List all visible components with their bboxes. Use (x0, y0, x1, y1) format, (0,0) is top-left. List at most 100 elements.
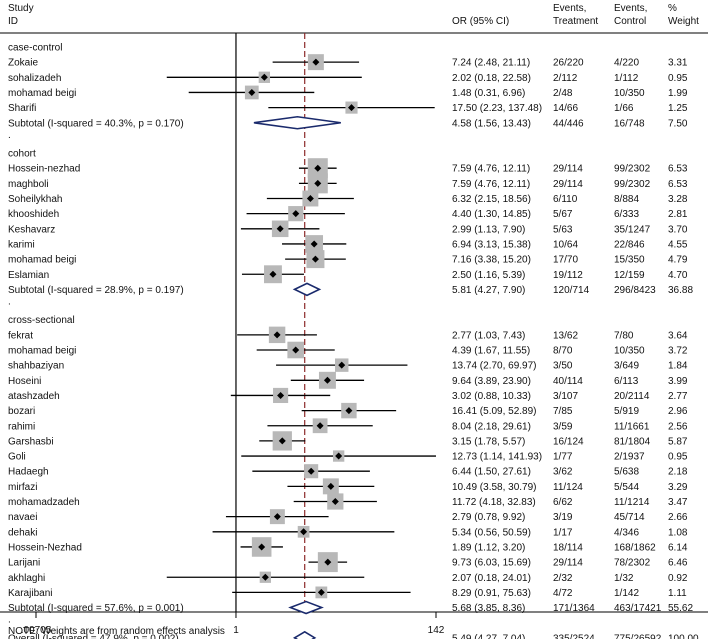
study-ci: 2.02 (0.18, 22.58) (452, 73, 531, 84)
header-weight-2: Weight (668, 16, 699, 27)
study-label: bozari (8, 406, 35, 417)
study-ci: 9.73 (6.03, 15.69) (452, 558, 531, 569)
study-ci: 5.34 (0.56, 50.59) (452, 527, 531, 538)
subtotal-events-treatment: 44/446 (553, 118, 584, 129)
study-weight: 3.99 (668, 376, 688, 387)
study-events-treatment: 5/63 (553, 224, 573, 235)
study-weight: 2.77 (668, 391, 688, 402)
study-events-control: 35/1247 (614, 224, 651, 235)
study-label: mohamad beigi (8, 346, 76, 357)
study-ci: 7.24 (2.48, 21.11) (452, 58, 530, 69)
point-estimate (316, 422, 324, 430)
study-events-treatment: 10/64 (553, 239, 578, 250)
study-weight: 3.70 (668, 224, 688, 235)
subtotal-weight: 55.62 (668, 603, 693, 614)
study-events-control: 5/919 (614, 406, 639, 417)
study-label: karimi (8, 239, 35, 250)
study-events-control: 4/346 (614, 527, 639, 538)
study-ci: 12.73 (1.14, 141.93) (452, 452, 542, 463)
study-events-control: 99/2302 (614, 179, 651, 190)
study-label: fekrat (8, 330, 33, 341)
header-study: Study (8, 3, 34, 14)
study-label: mohamadzadeh (8, 497, 80, 508)
overall-label: Overall (I-squared = 47.9%, p = 0.002) (8, 633, 179, 639)
point-estimate (314, 179, 322, 187)
study-events-control: 1/32 (614, 573, 634, 584)
study-events-control: 5/544 (614, 482, 639, 493)
study-ci: 2.07 (0.18, 24.01) (452, 573, 531, 584)
point-estimate (338, 361, 346, 369)
study-ci: 3.02 (0.88, 10.33) (452, 391, 531, 402)
subtotal-events-control: 16/748 (614, 118, 645, 129)
study-events-treatment: 13/62 (553, 330, 578, 341)
subtotal-diamond (288, 600, 324, 615)
subtotal-diamond (253, 115, 341, 130)
study-label: shahbaziyan (8, 361, 64, 372)
study-label: Keshavarz (8, 224, 55, 235)
study-events-control: 168/1862 (614, 542, 656, 553)
study-label: Goli (8, 452, 26, 463)
study-events-treatment: 1/77 (553, 452, 573, 463)
study-ci: 6.32 (2.15, 18.56) (452, 194, 531, 205)
study-events-treatment: 18/114 (553, 542, 583, 553)
study-ci: 7.59 (4.76, 12.11) (452, 179, 530, 190)
study-weight: 1.84 (668, 361, 688, 372)
forest-rows: case-control Zokaie 7.24 (2.48, 21.11) 26/2… (8, 43, 699, 639)
study-ci: 17.50 (2.23, 137.48) (452, 103, 542, 114)
study-events-control: 45/714 (614, 512, 645, 523)
study-weight: 6.53 (668, 179, 688, 190)
study-events-control: 81/1804 (614, 436, 651, 447)
point-estimate (300, 528, 308, 536)
study-ci: 11.72 (4.18, 32.83) (452, 497, 536, 508)
study-weight: 1.99 (668, 88, 688, 99)
study-label: mirfazi (8, 482, 37, 493)
study-label: Hossein-Nezhad (8, 542, 82, 553)
point-estimate (260, 73, 268, 81)
study-weight: 1.25 (668, 103, 688, 114)
study-weight: 4.70 (668, 270, 688, 281)
point-estimate (269, 270, 277, 278)
point-estimate (276, 225, 284, 233)
point-estimate (307, 467, 315, 475)
study-label: sohalizadeh (8, 73, 61, 84)
subtotal-events-control: 463/17421 (614, 603, 662, 614)
study-events-treatment: 2/32 (553, 573, 573, 584)
study-events-treatment: 29/114 (553, 179, 583, 190)
study-label: khooshideh (8, 209, 59, 220)
study-label: mohamad beigi (8, 255, 76, 266)
study-weight: 2.81 (668, 209, 688, 220)
study-label: atashzadeh (8, 391, 60, 402)
study-label: akhlaghi (8, 573, 45, 584)
subtotal-weight: 36.88 (668, 285, 693, 296)
x-tick-label: 1 (233, 625, 239, 636)
study-ci: 9.64 (3.89, 23.90) (452, 376, 531, 387)
study-label: rahimi (8, 421, 35, 432)
point-estimate (261, 573, 269, 581)
study-weight: 6.46 (668, 558, 688, 569)
study-label: dehaki (8, 527, 37, 538)
study-events-control: 78/2302 (614, 558, 651, 569)
study-weight: 3.31 (668, 58, 688, 69)
subtotal-label: Subtotal (I-squared = 40.3%, p = 0.170) (8, 118, 184, 129)
study-events-treatment: 6/110 (553, 194, 578, 205)
point-estimate (278, 437, 286, 445)
study-events-control: 12/159 (614, 270, 645, 281)
study-weight: 2.66 (668, 512, 688, 523)
footnote: NOTE: Weights are from random effects an… (8, 626, 225, 637)
study-label: Karajibani (8, 588, 52, 599)
study-events-treatment: 2/112 (553, 73, 578, 84)
study-weight: 0.95 (668, 73, 688, 84)
point-estimate (312, 58, 320, 66)
study-events-control: 2/1937 (614, 452, 645, 463)
study-ci: 16.41 (5.09, 52.89) (452, 406, 537, 417)
study-events-control: 7/80 (614, 330, 634, 341)
study-events-control: 15/350 (614, 255, 645, 266)
study-ci: 10.49 (3.58, 30.79) (452, 482, 537, 493)
column-headers: Study ID OR (95% CI) Events, Treatment E… (8, 3, 699, 27)
study-events-control: 4/220 (614, 58, 639, 69)
study-weight: 3.29 (668, 482, 688, 493)
point-estimate (347, 104, 355, 112)
point-estimate (292, 346, 300, 354)
header-or: OR (95% CI) (452, 16, 509, 27)
subtotal-weight: 7.50 (668, 118, 688, 129)
